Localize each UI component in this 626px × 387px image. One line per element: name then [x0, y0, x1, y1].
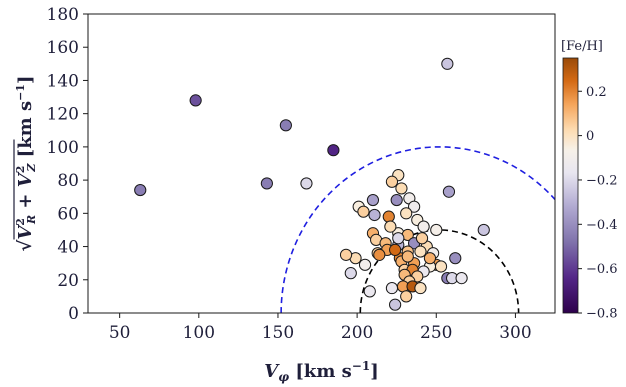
- reference-circle-outer: [280, 146, 555, 313]
- y-axis-label: √V2R + V2Z [km s−1]: [13, 75, 38, 252]
- colorbar-tick-label: −0.8: [586, 307, 618, 322]
- data-point-6: [441, 57, 454, 70]
- y-tick-label: 140: [47, 71, 79, 91]
- x-tick-label: 50: [109, 323, 131, 343]
- x-tick-label: 250: [420, 323, 452, 343]
- data-point-67: [415, 232, 429, 245]
- colorbar-tick-label: 0.2: [586, 85, 607, 100]
- x-axis-label: Vφ [km s−1]: [264, 359, 378, 384]
- y-tick-label: 80: [57, 171, 79, 191]
- y-tick-label: 120: [47, 105, 79, 125]
- y-tick-label: 60: [57, 204, 79, 224]
- data-point-35: [414, 245, 427, 258]
- data-point-51: [455, 272, 468, 285]
- data-point-61: [385, 281, 399, 295]
- svg-text:√V2R + V2Z [km s−1]: √V2R + V2Z [km s−1]: [14, 75, 38, 251]
- data-point-22: [417, 220, 430, 233]
- data-point-17: [357, 205, 370, 218]
- data-point-20: [382, 210, 395, 223]
- data-points: [134, 57, 490, 311]
- data-point-10: [385, 175, 399, 188]
- data-point-68: [423, 252, 437, 265]
- colorbar-tick-label: −0.4: [586, 218, 618, 233]
- data-point-23: [430, 223, 443, 237]
- data-point-70: [401, 250, 414, 263]
- colorbar-gradient: [562, 57, 579, 314]
- colorbar-tick-label: −0.2: [586, 173, 618, 188]
- data-point-0: [134, 183, 147, 197]
- data-point-64: [389, 298, 402, 311]
- y-tick-label: 100: [47, 138, 79, 158]
- data-point-60: [414, 281, 427, 295]
- data-point-7: [442, 185, 456, 198]
- colorbar: [Fe/H] 0.2 0 −0.2 −0.4 −0.6 −0.8: [561, 39, 618, 322]
- data-point-5: [327, 144, 340, 157]
- colorbar-label: [Fe/H]: [561, 39, 603, 54]
- colorbar-tick-label: 0: [586, 129, 594, 144]
- data-point-52: [449, 252, 462, 265]
- data-point-66: [384, 220, 397, 233]
- y-tick-label: 40: [57, 238, 79, 258]
- x-tick-label: 100: [183, 323, 215, 343]
- colorbar-tick-label: −0.6: [586, 262, 618, 277]
- data-point-1: [189, 94, 202, 107]
- x-tick-label: 200: [341, 323, 373, 343]
- y-tick-label: 0: [68, 304, 79, 324]
- data-point-65: [392, 232, 405, 245]
- data-point-54: [358, 258, 372, 271]
- plot-area: 50 100 150 200 250 300 0 20 40 60 80 100 120 140 160 18…: [13, 5, 556, 384]
- data-point-2: [260, 177, 273, 190]
- data-point-42: [434, 260, 448, 273]
- x-tick-label: 150: [262, 323, 294, 343]
- data-point-8: [477, 223, 490, 237]
- data-point-37: [373, 248, 386, 261]
- data-point-3: [279, 119, 292, 132]
- y-tick-label: 160: [47, 38, 79, 58]
- x-tick-label: 300: [499, 323, 531, 343]
- data-point-18: [368, 208, 381, 222]
- data-point-63: [400, 290, 413, 303]
- y-tick-label: 20: [57, 271, 79, 291]
- data-point-13: [390, 193, 403, 207]
- data-point-11: [395, 182, 408, 195]
- data-point-56: [339, 248, 353, 261]
- data-point-14: [366, 193, 380, 207]
- data-point-15: [408, 200, 421, 213]
- data-point-53: [344, 267, 357, 280]
- reference-curves: [280, 146, 555, 313]
- data-point-69: [389, 243, 402, 256]
- data-point-19: [400, 207, 413, 220]
- data-point-62: [363, 285, 376, 298]
- data-point-4: [300, 177, 313, 190]
- y-tick-label: 180: [47, 5, 79, 25]
- plot-frame: [87, 13, 556, 314]
